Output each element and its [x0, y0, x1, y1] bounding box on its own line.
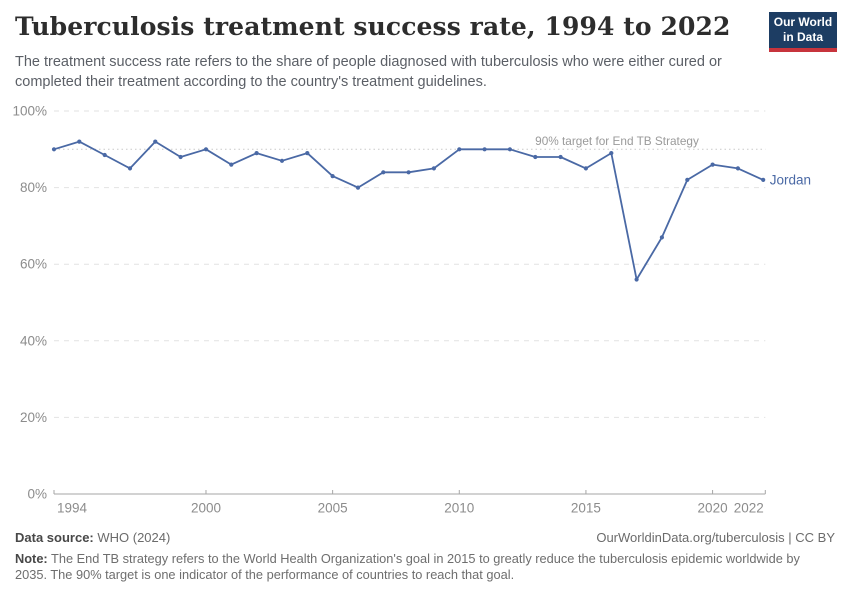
data-point[interactable]	[735, 166, 741, 171]
owid-logo: Our World in Data	[769, 12, 837, 52]
data-point[interactable]	[305, 151, 310, 156]
page-title: Tuberculosis treatment success rate, 199…	[15, 12, 731, 41]
note-text: The End TB strategy refers to the World …	[15, 551, 800, 582]
x-tick-label: 1994	[57, 501, 88, 516]
y-tick-label: 100%	[12, 104, 47, 119]
data-point[interactable]	[203, 147, 209, 152]
y-tick-label: 40%	[20, 333, 47, 348]
target-line-label: 90% target for End TB Strategy	[535, 134, 699, 148]
data-point[interactable]	[102, 152, 107, 158]
y-tick-label: 80%	[20, 180, 47, 195]
data-point[interactable]	[659, 235, 665, 240]
data-point[interactable]	[254, 151, 259, 156]
data-point[interactable]	[153, 139, 158, 144]
data-point[interactable]	[279, 158, 285, 163]
x-tick-label: 2000	[191, 501, 221, 516]
note-label: Note:	[15, 551, 48, 566]
chart-subtitle: The treatment success rate refers to the…	[15, 54, 722, 90]
x-tick-label: 2015	[571, 501, 601, 516]
data-point[interactable]	[558, 154, 563, 160]
x-tick-label: 2005	[318, 501, 348, 516]
data-point[interactable]	[431, 166, 436, 171]
series-label-jordan: Jordan	[770, 173, 811, 188]
data-point[interactable]	[533, 154, 538, 160]
data-point[interactable]	[685, 177, 690, 182]
data-point[interactable]	[609, 151, 614, 156]
data-source-value: WHO (2024)	[93, 530, 171, 545]
y-tick-label: 20%	[20, 410, 47, 425]
data-point[interactable]	[127, 166, 133, 171]
data-point[interactable]	[634, 277, 639, 282]
data-point[interactable]	[77, 139, 82, 144]
data-point[interactable]	[482, 147, 487, 152]
y-tick-label: 0%	[27, 487, 47, 502]
data-point[interactable]	[51, 147, 57, 152]
data-point[interactable]	[381, 170, 386, 175]
owid-url-link[interactable]: OurWorldinData.org/tuberculosis | CC BY	[596, 530, 835, 545]
data-point[interactable]	[710, 162, 715, 167]
data-point[interactable]	[178, 154, 183, 160]
owid-logo-line2: in Data	[782, 30, 823, 44]
chart-canvas: 0% 20% 40% 60% 80% 100% 90% target for End TB …	[12, 104, 811, 516]
data-point[interactable]	[583, 166, 589, 171]
owid-logo-line1: Our World	[773, 15, 833, 29]
data-point[interactable]	[229, 162, 234, 167]
data-point[interactable]	[761, 177, 766, 182]
x-tick-label: 2020	[698, 501, 728, 516]
chart-note: Note: The End TB strategy refers to the …	[15, 551, 815, 582]
data-point[interactable]	[355, 185, 361, 190]
data-point[interactable]	[507, 147, 512, 152]
data-point[interactable]	[330, 174, 335, 179]
data-point[interactable]	[406, 170, 411, 175]
x-tick-label: 2022	[734, 501, 764, 516]
chart-footer: Data source: WHO (2024) OurWorldinData.o…	[15, 530, 835, 582]
data-source-label: Data source:	[15, 530, 94, 545]
data-source: Data source: WHO (2024)	[15, 530, 170, 545]
x-tick-label: 2010	[444, 501, 474, 516]
data-line-jordan[interactable]	[53, 140, 765, 281]
data-point[interactable]	[457, 147, 462, 152]
y-tick-label: 60%	[20, 257, 47, 272]
